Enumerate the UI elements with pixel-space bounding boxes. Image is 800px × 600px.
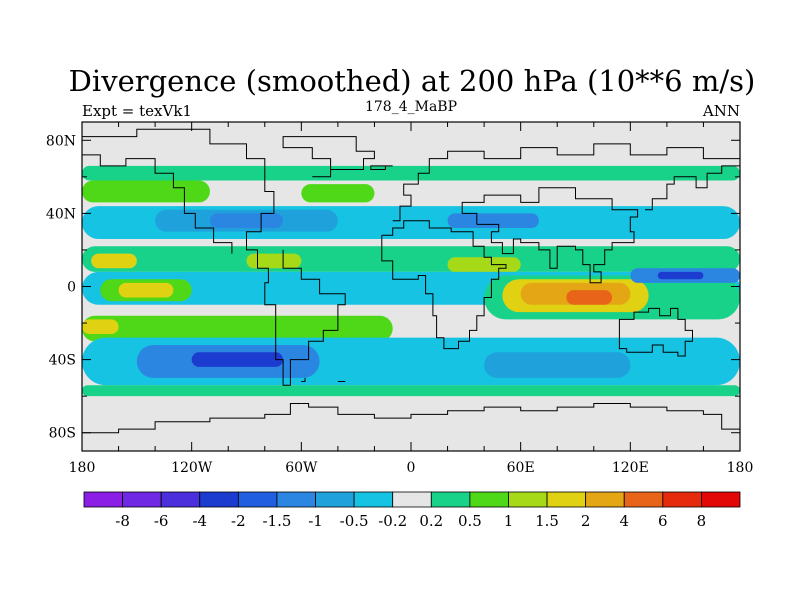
colorbar-box-1: [122, 491, 162, 508]
colorbar-box-15: [662, 491, 702, 508]
colorbar-label-13: 4: [619, 512, 629, 530]
colorbar-box-5: [276, 491, 316, 508]
contour-band-1: [82, 180, 210, 203]
x-tick-label-4: 60E: [507, 460, 535, 476]
subtitle-label: 178_4_MaBP: [365, 99, 457, 115]
contour-band-26: [82, 385, 740, 397]
colorbar-label-14: 6: [658, 512, 668, 530]
coast-segment-5: [645, 165, 740, 211]
x-tick-label-2: 60W: [285, 460, 318, 476]
y-tick-label-0: 80N: [46, 133, 76, 149]
coast-segment-11: [370, 165, 393, 170]
colorbar-label-3: -2: [231, 512, 246, 530]
colorbar-label-5: -1: [308, 512, 323, 530]
y-tick-label-4: 80S: [49, 426, 76, 442]
contour-band-21: [82, 319, 119, 335]
coast-segment-6: [618, 307, 693, 357]
contour-band-2: [301, 184, 375, 203]
coastline-outline: [82, 128, 740, 434]
y-tick-label-2: 0: [67, 280, 76, 296]
colorbar-label-1: -6: [154, 512, 169, 530]
colorbar-label-4: -1.5: [262, 512, 291, 530]
contour-band-17: [566, 290, 613, 305]
colorbar-box-0: [83, 491, 123, 508]
coast-segment-7: [301, 403, 740, 430]
colorbar-label-12: 2: [581, 512, 591, 530]
contour-band-5: [209, 213, 284, 229]
contour-band-6: [447, 213, 539, 229]
colorbar-box-8: [392, 491, 432, 508]
season-label: ANN: [702, 102, 740, 120]
colorbar-box-10: [469, 491, 509, 508]
colorbar-box-3: [199, 491, 239, 508]
chart-title: Divergence (smoothed) at 200 hPa (10**6 …: [69, 64, 756, 98]
x-axis: 180 120W 60W 0 60E 120E 180: [69, 122, 754, 476]
x-tick-label-5: 120E: [612, 460, 649, 476]
x-tick-label-3: 0: [407, 460, 416, 476]
colorbar-box-9: [430, 491, 471, 508]
contour-band-9: [246, 253, 302, 269]
contour-band-8: [91, 253, 137, 269]
contour-band-19: [657, 271, 704, 280]
y-tick-label-1: 40N: [46, 206, 76, 222]
x-tick-label-6: 180: [727, 460, 754, 476]
y-tick-label-3: 40S: [49, 353, 76, 369]
experiment-label: Expt = texVk1: [82, 102, 192, 120]
x-tick-label-1: 120W: [171, 460, 213, 476]
colorbar-label-7: -0.2: [378, 512, 407, 530]
x-tick-label-0: 180: [69, 460, 96, 476]
colorbar-label-8: 0.2: [419, 512, 443, 530]
colorbar-label-2: -4: [192, 512, 207, 530]
coast-segment-4: [461, 187, 639, 284]
colorbar: -8 -6 -4 -2 -1.5 -1 -0.5 -0.2 0.2 0.5 1 1.5 2 4 6 8: [83, 491, 741, 530]
colorbar-box-12: [546, 491, 587, 508]
map-plot-area: [81, 121, 741, 452]
colorbar-box-4: [237, 491, 278, 508]
contour-band-13: [118, 282, 174, 298]
colorbar-label-11: 1.5: [535, 512, 559, 530]
coast-segment-9: [301, 377, 306, 382]
colorbar-box-13: [585, 491, 625, 508]
coast-segment-12: [282, 136, 375, 178]
colorbar-label-6: -0.5: [340, 512, 369, 530]
contour-band-7: [82, 246, 740, 272]
coast-segment-0: [82, 128, 346, 386]
coast-segment-3: [381, 220, 507, 350]
coast-segment-1: [82, 154, 233, 254]
y-axis: 80N 40N 0 40S 80S: [46, 133, 740, 442]
colorbar-label-10: 1: [504, 512, 514, 530]
contour-band-24: [191, 352, 284, 367]
colorbar-box-7: [353, 491, 394, 508]
colorbar-box-6: [315, 491, 355, 508]
colorbar-box-11: [508, 491, 548, 508]
contour-band-25: [484, 352, 631, 378]
coast-segment-2: [392, 143, 740, 222]
contour-band-10: [447, 257, 521, 272]
colorbar-box-2: [160, 491, 201, 508]
colorbar-label-0: -8: [115, 512, 130, 530]
coast-segment-8: [82, 403, 302, 434]
contour-band-20: [82, 315, 393, 342]
colorbar-label-15: 8: [697, 512, 707, 530]
contour-band-0: [82, 165, 740, 181]
colorbar-box-14: [623, 491, 664, 508]
colorbar-label-9: 0.5: [458, 512, 482, 530]
colorbar-box-16: [701, 491, 741, 508]
